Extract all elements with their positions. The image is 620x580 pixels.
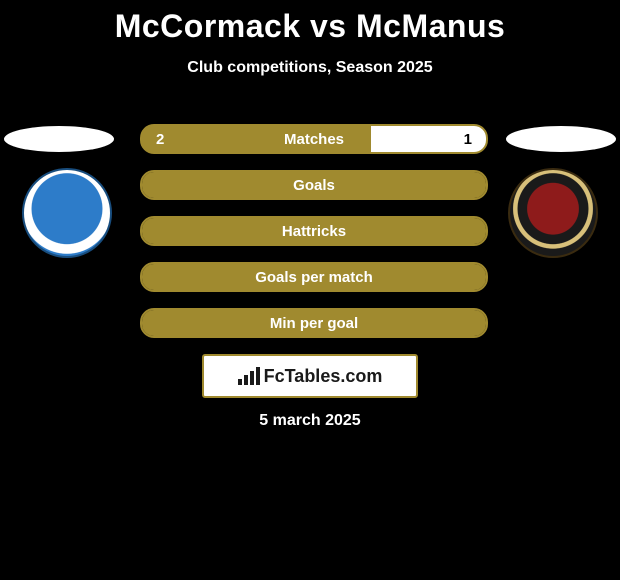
stat-bar-left [142, 310, 486, 336]
stat-bar-left [142, 126, 371, 152]
stat-row-goals-per-match: Goals per match [140, 262, 488, 292]
comparison-card: McCormack vs McManus Club competitions, … [0, 0, 620, 580]
stat-row-hattricks: Hattricks [140, 216, 488, 246]
stat-row-matches: Matches21 [140, 124, 488, 154]
stats-bars: Matches21GoalsHattricksGoals per matchMi… [140, 124, 488, 354]
stat-row-goals: Goals [140, 170, 488, 200]
bar-chart-icon [238, 367, 260, 385]
player-left-oval [4, 126, 114, 152]
stat-value-left: 2 [156, 126, 164, 152]
fctables-watermark: FcTables.com [202, 354, 418, 398]
club-badge-right [508, 168, 598, 258]
stat-bar-left [142, 172, 486, 198]
stat-bar-left [142, 264, 486, 290]
stat-value-right: 1 [464, 126, 472, 152]
date-label: 5 march 2025 [0, 412, 620, 430]
subtitle: Club competitions, Season 2025 [0, 59, 620, 77]
page-title: McCormack vs McManus [0, 8, 620, 45]
fctables-label: FcTables.com [264, 366, 383, 387]
stat-row-min-per-goal: Min per goal [140, 308, 488, 338]
stat-bar-left [142, 218, 486, 244]
club-badge-left [22, 168, 112, 258]
player-right-oval [506, 126, 616, 152]
